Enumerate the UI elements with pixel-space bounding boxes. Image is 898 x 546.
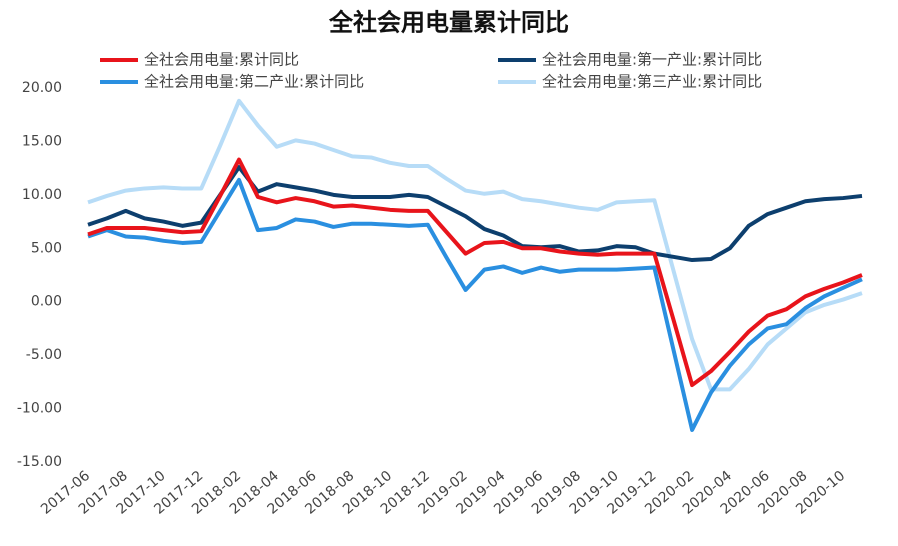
series-line [87,177,863,432]
y-tick-label: -5.00 [26,347,62,363]
series-line [87,157,863,388]
y-tick-label: 20.00 [22,80,62,96]
legend-label: 全社会用电量:第三产业:累计同比 [542,73,762,91]
y-tick-label: -15.00 [17,454,62,470]
y-tick-label: 5.00 [31,240,62,256]
y-tick-label: 0.00 [31,294,62,310]
legend-label: 全社会用电量:累计同比 [144,51,299,69]
y-tick-label: -10.00 [17,401,62,417]
series-line [87,98,863,392]
y-tick-label: 10.00 [22,187,62,203]
legend-label: 全社会用电量:第一产业:累计同比 [542,51,762,69]
y-tick-label: 15.00 [22,133,62,149]
legend-label: 全社会用电量:第二产业:累计同比 [144,73,364,91]
chart-title: 全社会用电量累计同比 [328,8,569,37]
